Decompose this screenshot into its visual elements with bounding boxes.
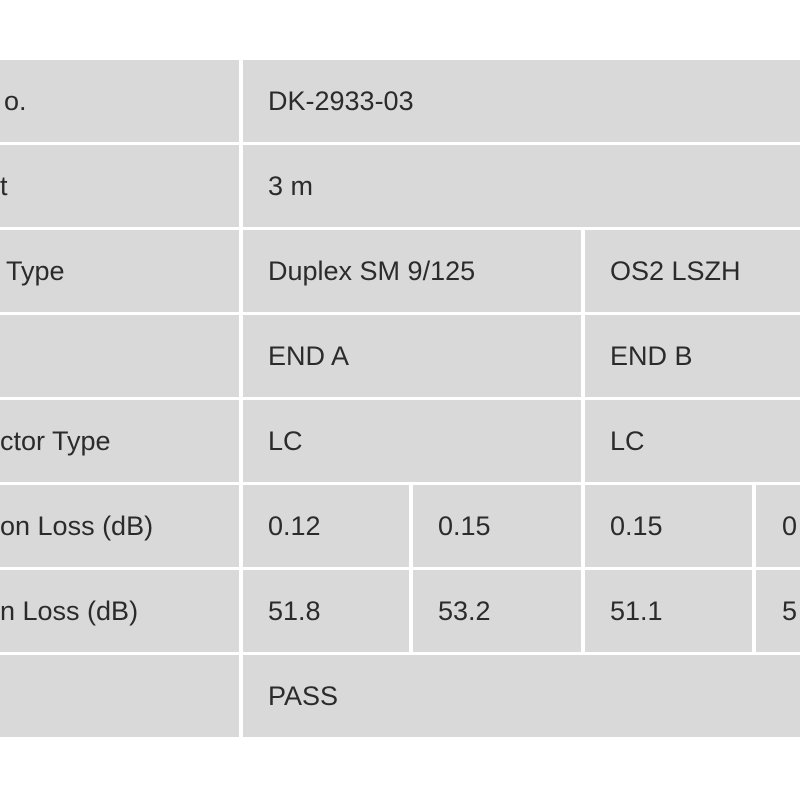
cell-text: ctor Type <box>0 425 111 456</box>
cell-text: 5 <box>782 595 798 626</box>
table-cell: 0.12 <box>243 485 409 567</box>
cell-text: END A <box>268 340 350 371</box>
cell-text: 53.2 <box>438 595 491 626</box>
table-cell: 53.2 <box>413 570 581 652</box>
cell-text: 0 <box>782 510 798 541</box>
table-cell: LC <box>585 400 800 482</box>
cell-text: on Loss (dB) <box>0 510 154 541</box>
table-cell: 3 m <box>243 145 800 227</box>
cell-text: DK-2933-03 <box>268 85 414 116</box>
table-cell: on Loss (dB) <box>0 485 239 567</box>
cell-text: 51.8 <box>268 595 321 626</box>
table-cell <box>0 315 239 397</box>
table-cell: LC <box>243 400 581 482</box>
cell-text: 0.15 <box>610 510 663 541</box>
table-cell: ctor Type <box>0 400 239 482</box>
cell-text: 3 m <box>268 170 314 201</box>
cell-text: 51.1 <box>610 595 663 626</box>
table-cell: 51.8 <box>243 570 409 652</box>
table-cell: PASS <box>243 655 800 737</box>
table-cell: END B <box>585 315 800 397</box>
table-cell <box>0 655 239 737</box>
table-cell: o. <box>0 60 239 142</box>
cell-text: 0.12 <box>268 510 321 541</box>
table-cell: Duplex SM 9/125 <box>243 230 581 312</box>
table-cell: OS2 LSZH <box>585 230 800 312</box>
cell-text: o. <box>4 85 27 116</box>
table-cell: Type <box>0 230 239 312</box>
cell-text: PASS <box>268 680 339 711</box>
table-cell: 0.15 <box>585 485 752 567</box>
table-cell: 5 <box>756 570 800 652</box>
table-cell: DK-2933-03 <box>243 60 800 142</box>
cell-text: Type <box>6 255 65 286</box>
table-cell: END A <box>243 315 581 397</box>
table-cell: t <box>0 145 239 227</box>
cell-text: LC <box>610 425 645 456</box>
cell-text: 0.15 <box>438 510 491 541</box>
cell-text: n Loss (dB) <box>0 595 139 626</box>
cell-text: END B <box>610 340 693 371</box>
table-cell: 0 <box>756 485 800 567</box>
table-cell: 0.15 <box>413 485 581 567</box>
cell-text: LC <box>268 425 303 456</box>
table-cell: n Loss (dB) <box>0 570 239 652</box>
cell-text: t <box>0 170 8 201</box>
table-cell: 51.1 <box>585 570 752 652</box>
cell-text: Duplex SM 9/125 <box>268 255 476 286</box>
cell-text: OS2 LSZH <box>610 255 741 286</box>
